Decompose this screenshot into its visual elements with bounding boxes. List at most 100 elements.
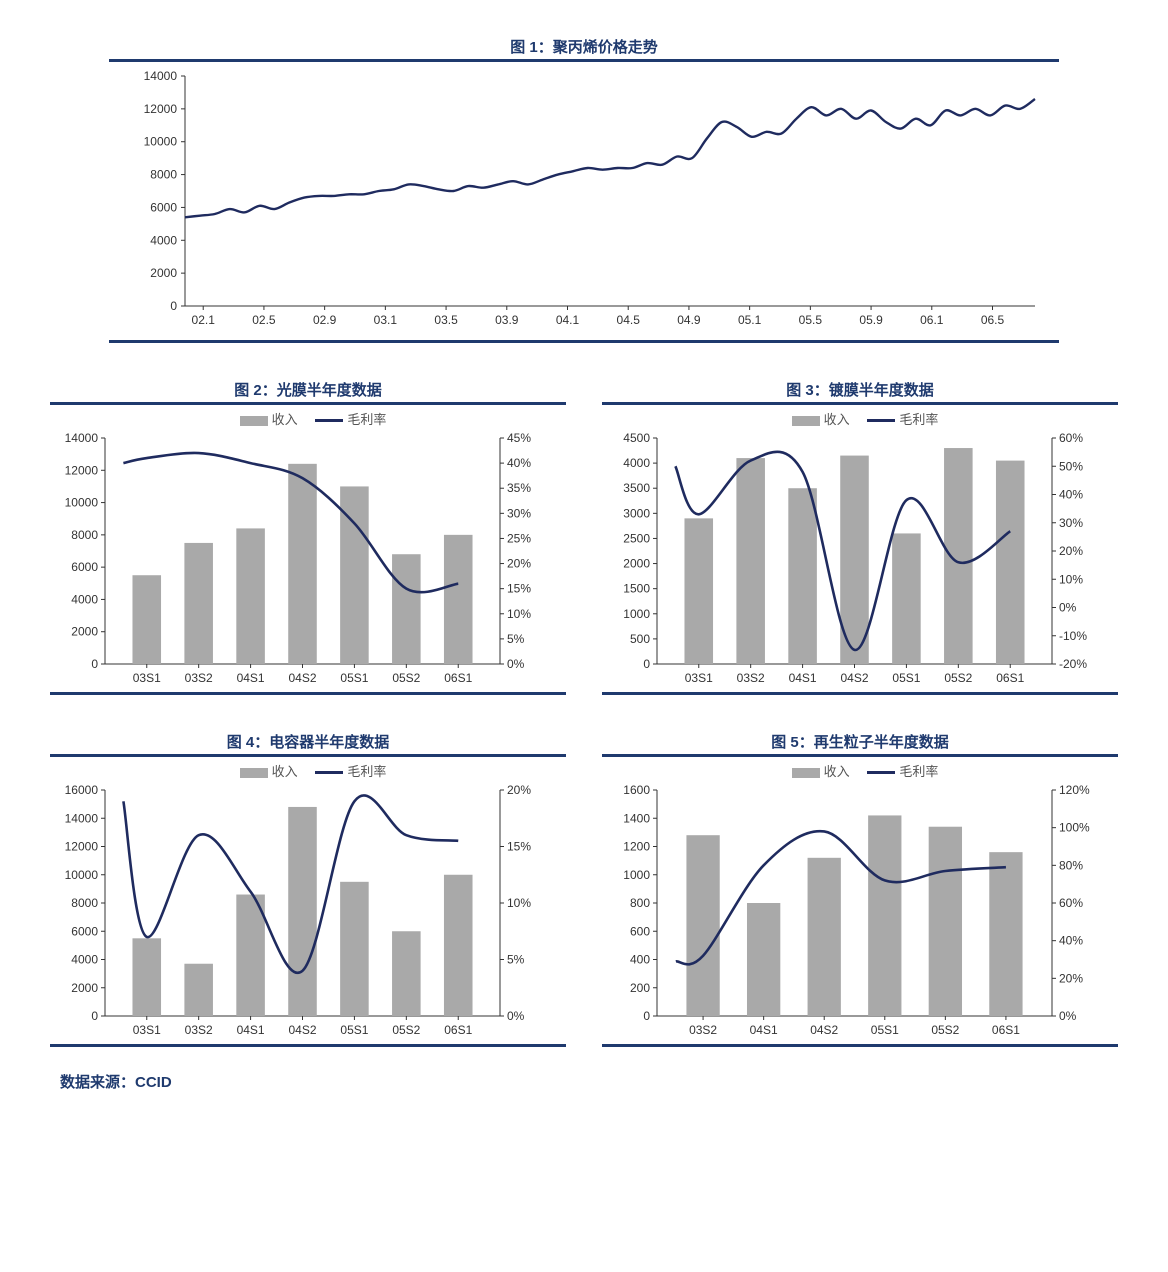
chart-1-container: 图 1：聚丙烯价格走势 0200040006000800010000120001… (109, 36, 1059, 343)
legend-bar-swatch (792, 416, 820, 426)
svg-text:4000: 4000 (150, 233, 177, 247)
svg-text:03.1: 03.1 (374, 313, 398, 327)
svg-text:3500: 3500 (623, 481, 650, 495)
svg-text:0%: 0% (1059, 601, 1077, 615)
legend-line-swatch (867, 419, 895, 422)
svg-text:20%: 20% (507, 557, 531, 571)
svg-text:40%: 40% (1059, 488, 1083, 502)
chart-2-container: 图 2：光膜半年度数据 收入 毛利率 020004000600080001000… (50, 373, 566, 695)
row-4-5: 图 4：电容器半年度数据 收入 毛利率 02000400060008000100… (50, 725, 1118, 1047)
svg-text:5%: 5% (507, 632, 525, 646)
svg-text:-10%: -10% (1059, 629, 1087, 643)
svg-text:04S2: 04S2 (840, 671, 868, 685)
chart-3-rule-top (602, 402, 1118, 405)
svg-text:06S1: 06S1 (996, 671, 1024, 685)
chart-4-svg: 02000400060008000100001200014000160000%5… (50, 784, 550, 1044)
svg-text:04S1: 04S1 (789, 671, 817, 685)
chart-1-box: 0200040006000800010000120001400002.102.5… (109, 62, 1059, 340)
svg-text:8000: 8000 (71, 528, 98, 542)
svg-text:4000: 4000 (71, 953, 98, 967)
chart-4-rule-top (50, 754, 566, 757)
legend-margin-label: 毛利率 (347, 412, 386, 427)
legend-line-swatch (867, 771, 895, 774)
svg-text:0%: 0% (1059, 1009, 1077, 1023)
svg-text:10%: 10% (507, 607, 531, 621)
svg-text:04S2: 04S2 (810, 1023, 838, 1037)
svg-text:10000: 10000 (65, 496, 99, 510)
svg-text:25%: 25% (507, 531, 531, 545)
svg-text:03.9: 03.9 (495, 313, 519, 327)
svg-text:1600: 1600 (623, 784, 650, 797)
svg-text:200: 200 (630, 981, 650, 995)
chart-3-container: 图 3：镀膜半年度数据 收入 毛利率 050010001500200025003… (602, 373, 1118, 695)
svg-text:6000: 6000 (71, 924, 98, 938)
legend-margin-label: 毛利率 (347, 764, 386, 779)
svg-text:60%: 60% (1059, 432, 1083, 445)
legend-revenue-label: 收入 (824, 764, 850, 779)
svg-text:03S2: 03S2 (689, 1023, 717, 1037)
svg-text:0: 0 (643, 1009, 650, 1023)
svg-text:15%: 15% (507, 840, 531, 854)
svg-text:0%: 0% (507, 1009, 525, 1023)
svg-text:500: 500 (630, 632, 650, 646)
legend-line-swatch (315, 419, 343, 422)
svg-text:04S1: 04S1 (750, 1023, 778, 1037)
svg-text:2000: 2000 (71, 625, 98, 639)
svg-text:0: 0 (91, 1009, 98, 1023)
chart-5-rule-bottom (602, 1044, 1118, 1047)
chart-5-legend: 收入 毛利率 (602, 761, 1118, 780)
chart-2-rule-top (50, 402, 566, 405)
chart-5-rule-top (602, 754, 1118, 757)
svg-text:02.1: 02.1 (192, 313, 216, 327)
svg-text:45%: 45% (507, 432, 531, 445)
svg-text:03S2: 03S2 (185, 671, 213, 685)
svg-text:0: 0 (643, 657, 650, 671)
svg-text:16000: 16000 (65, 784, 99, 797)
legend-margin-label: 毛利率 (899, 764, 938, 779)
svg-text:2000: 2000 (150, 266, 177, 280)
svg-text:1200: 1200 (623, 840, 650, 854)
svg-text:60%: 60% (1059, 896, 1083, 910)
svg-text:04.1: 04.1 (556, 313, 580, 327)
chart-2-svg: 020004000600080001000012000140000%5%10%1… (50, 432, 550, 692)
svg-text:4000: 4000 (71, 592, 98, 606)
legend-revenue-label: 收入 (824, 412, 850, 427)
svg-text:1400: 1400 (623, 811, 650, 825)
chart-1-svg: 0200040006000800010000120001400002.102.5… (115, 66, 1055, 336)
svg-text:800: 800 (630, 896, 650, 910)
chart-4-title: 图 4：电容器半年度数据 (50, 731, 566, 752)
chart-3-legend: 收入 毛利率 (602, 409, 1118, 428)
svg-text:20%: 20% (1059, 544, 1083, 558)
svg-text:03S1: 03S1 (685, 671, 713, 685)
svg-text:05.5: 05.5 (799, 313, 823, 327)
svg-text:15%: 15% (507, 582, 531, 596)
svg-text:04S1: 04S1 (237, 1023, 265, 1037)
svg-text:03.5: 03.5 (434, 313, 458, 327)
chart-3-title: 图 3：镀膜半年度数据 (602, 379, 1118, 400)
svg-text:120%: 120% (1059, 784, 1090, 797)
svg-text:8000: 8000 (71, 896, 98, 910)
chart-5-container: 图 5：再生粒子半年度数据 收入 毛利率 0200400600800100012… (602, 725, 1118, 1047)
svg-text:05S2: 05S2 (944, 671, 972, 685)
svg-text:04.9: 04.9 (677, 313, 701, 327)
svg-text:12000: 12000 (65, 840, 99, 854)
svg-text:2500: 2500 (623, 531, 650, 545)
chart-2-title: 图 2：光膜半年度数据 (50, 379, 566, 400)
svg-text:80%: 80% (1059, 858, 1083, 872)
svg-text:40%: 40% (1059, 934, 1083, 948)
chart-2-legend: 收入 毛利率 (50, 409, 566, 428)
svg-text:05.9: 05.9 (859, 313, 883, 327)
chart-3-svg: 050010001500200025003000350040004500-20%… (602, 432, 1102, 692)
svg-text:02.5: 02.5 (252, 313, 276, 327)
chart-2-rule-bottom (50, 692, 566, 695)
svg-text:100%: 100% (1059, 821, 1090, 835)
svg-text:20%: 20% (1059, 971, 1083, 985)
svg-text:2000: 2000 (623, 557, 650, 571)
svg-text:14000: 14000 (65, 432, 99, 445)
svg-text:05S1: 05S1 (340, 1023, 368, 1037)
svg-text:05S2: 05S2 (392, 1023, 420, 1037)
legend-bar-swatch (240, 768, 268, 778)
chart-4-container: 图 4：电容器半年度数据 收入 毛利率 02000400060008000100… (50, 725, 566, 1047)
svg-text:6000: 6000 (71, 560, 98, 574)
svg-text:06S1: 06S1 (444, 1023, 472, 1037)
